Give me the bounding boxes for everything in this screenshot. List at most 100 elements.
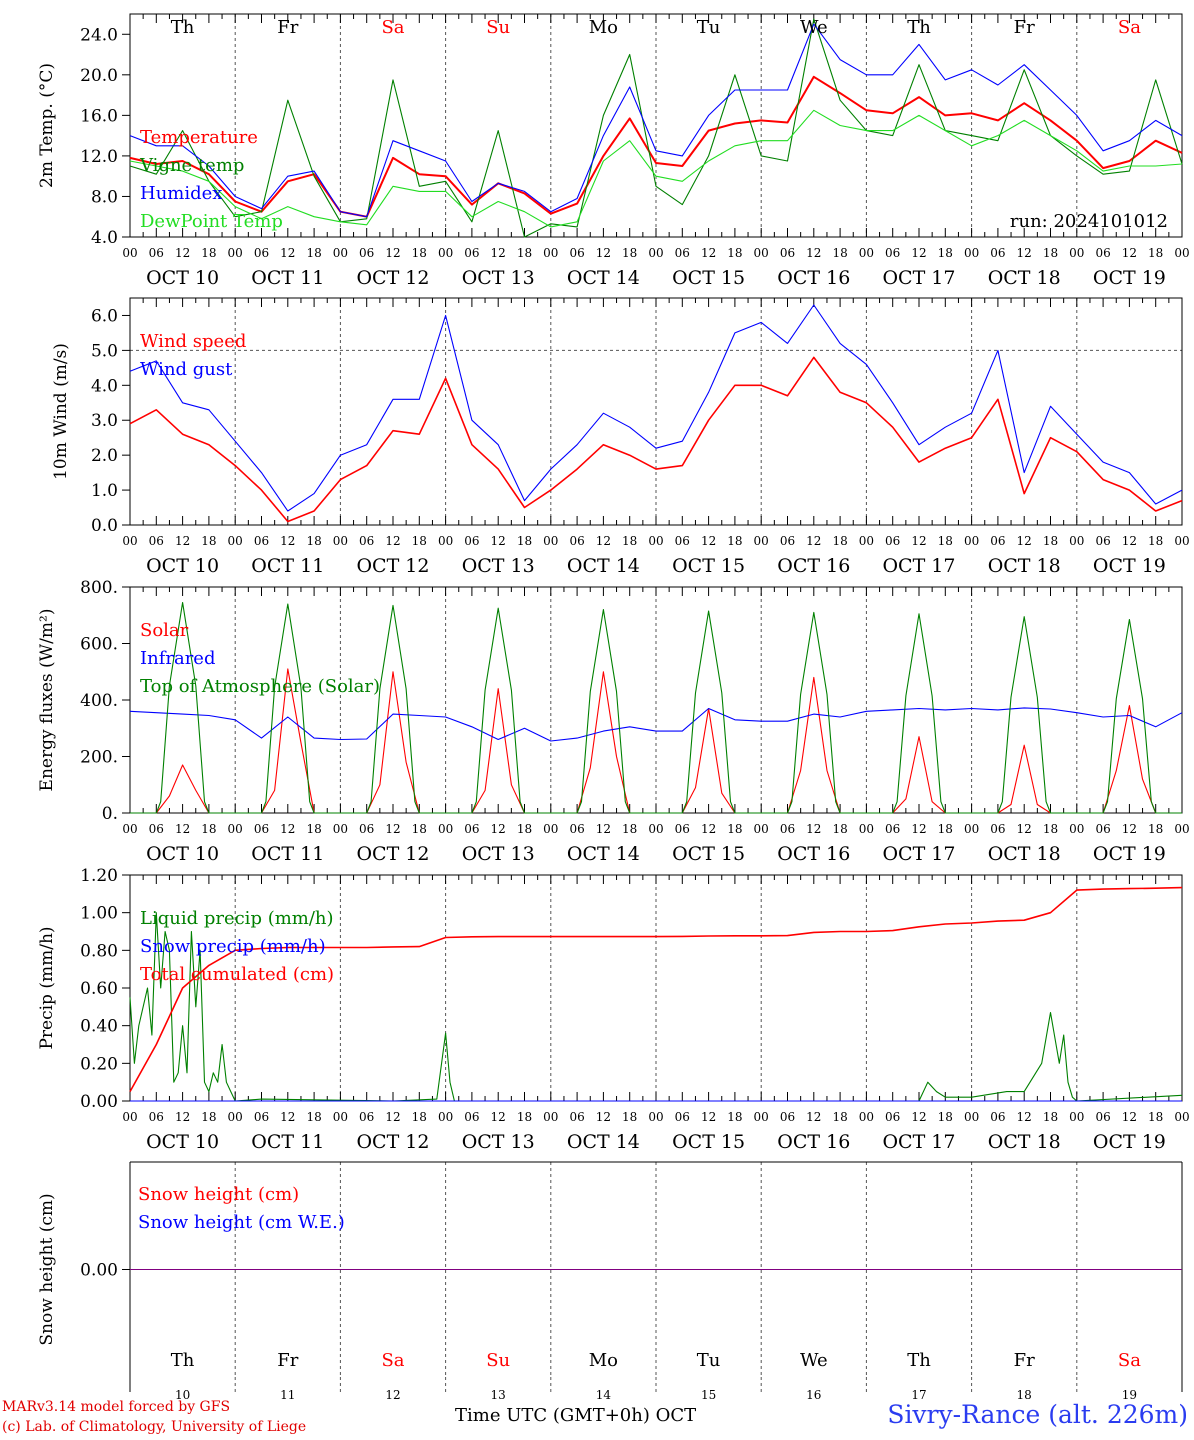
hour-tick-label: 18 [306, 822, 321, 836]
day-number: 13 [491, 1388, 506, 1402]
day-number: 10 [175, 1388, 190, 1402]
hour-tick-label: 00 [333, 246, 348, 260]
weekday-top: Mo [589, 17, 618, 38]
hour-tick-label: 12 [1017, 246, 1032, 260]
hour-tick-label: 00 [122, 822, 137, 836]
series-line-vigne-temp [129, 18, 1183, 238]
hour-tick-label: 18 [201, 822, 216, 836]
panel-3 [122, 586, 1183, 814]
hour-tick-label: 18 [412, 1110, 427, 1124]
hour-tick-label: 00 [1174, 1110, 1189, 1124]
y-tick-label: 2.0 [91, 446, 118, 466]
hour-tick-label: 06 [1095, 246, 1110, 260]
day-number: 14 [596, 1388, 612, 1402]
weekday-bottom: Fr [277, 1350, 298, 1371]
y-tick-label: 5.0 [91, 341, 118, 361]
lab-credit: (c) Lab. of Climatology, University of L… [2, 1419, 307, 1435]
hour-tick-label: 12 [701, 246, 716, 260]
hour-tick-label: 00 [754, 822, 769, 836]
weekday-bottom: Tu [697, 1350, 721, 1371]
hour-tick-label: 12 [385, 822, 400, 836]
hour-tick-label: 12 [175, 1110, 190, 1124]
y-tick-label: 0.60 [80, 979, 118, 999]
weekday-top: Sa [1118, 17, 1141, 38]
y-tick-label: 1.00 [80, 904, 118, 924]
y-tick-label: 4.0 [91, 376, 118, 396]
y-tick-label: 3.0 [91, 411, 118, 431]
date-label: OCT 11 [251, 555, 324, 577]
series-line-wind-gust [129, 304, 1183, 512]
hour-tick-label: 12 [385, 246, 400, 260]
hour-tick-label: 12 [1122, 1110, 1137, 1124]
hour-tick-label: 12 [1122, 534, 1137, 548]
hour-tick-label: 00 [1069, 534, 1084, 548]
hour-tick-label: 12 [596, 822, 611, 836]
y-tick-label: 400. [80, 691, 118, 711]
weekday-top: Sa [381, 17, 404, 38]
hour-tick-label: 18 [1148, 1110, 1163, 1124]
legend-wind-speed: Wind speed [140, 331, 246, 352]
date-label: OCT 19 [1093, 555, 1166, 577]
hour-tick-label: 18 [1148, 822, 1163, 836]
date-label: OCT 12 [356, 1131, 429, 1153]
hour-tick-label: 00 [438, 534, 453, 548]
legend-total-cumulated-cm-: Total cumulated (cm) [140, 964, 334, 985]
weekday-top: Fr [1014, 17, 1035, 38]
weekday-top: Su [486, 17, 510, 38]
day-number: 18 [1017, 1388, 1032, 1402]
hour-tick-label: 00 [859, 246, 874, 260]
hour-tick-label: 12 [596, 246, 611, 260]
hour-tick-label: 00 [438, 822, 453, 836]
weekday-bottom: Mo [589, 1350, 618, 1371]
y-axis-label: 10m Wind (m/s) [51, 343, 71, 480]
hour-tick-label: 00 [543, 246, 558, 260]
date-label: OCT 13 [462, 1131, 535, 1153]
hour-tick-label: 00 [228, 1110, 243, 1124]
hour-tick-label: 00 [228, 534, 243, 548]
hour-tick-label: 06 [885, 246, 900, 260]
date-label: OCT 10 [146, 843, 219, 865]
weekday-bottom: Th [171, 1350, 195, 1371]
y-tick-label: 200. [80, 748, 118, 768]
plot-frame [129, 13, 1183, 238]
day-number: 12 [385, 1388, 400, 1402]
date-label: OCT 12 [356, 843, 429, 865]
date-label: OCT 14 [567, 843, 640, 865]
hour-tick-label: 12 [385, 1110, 400, 1124]
date-label: OCT 14 [567, 1131, 640, 1153]
panel-5 [122, 1161, 1183, 1392]
date-label: OCT 16 [777, 267, 850, 289]
date-label: OCT 15 [672, 267, 745, 289]
hour-tick-label: 06 [780, 822, 795, 836]
hour-tick-label: 06 [675, 822, 690, 836]
series-line-top-of-atmosphere-solar- [130, 601, 1182, 814]
y-tick-label: 0. [102, 804, 118, 824]
hour-tick-label: 06 [885, 822, 900, 836]
hour-tick-label: 12 [175, 246, 190, 260]
hour-tick-label: 06 [569, 822, 584, 836]
series-line-infrared [129, 707, 1183, 742]
hour-tick-label: 06 [990, 534, 1005, 548]
y-tick-label: 0.80 [80, 941, 118, 961]
hour-tick-label: 18 [517, 822, 532, 836]
y-tick-label: 6.0 [91, 306, 118, 326]
hour-tick-label: 00 [754, 246, 769, 260]
legend-infrared: Infrared [140, 648, 215, 669]
panel-2 [122, 297, 1183, 526]
hour-tick-label: 12 [806, 246, 821, 260]
hour-tick-label: 06 [990, 1110, 1005, 1124]
hour-tick-label: 18 [1148, 534, 1163, 548]
hour-tick-label: 12 [491, 1110, 506, 1124]
date-label: OCT 15 [672, 1131, 745, 1153]
hour-tick-label: 18 [412, 822, 427, 836]
hour-tick-label: 06 [990, 822, 1005, 836]
hour-tick-label: 00 [333, 534, 348, 548]
date-label: OCT 13 [462, 267, 535, 289]
date-label: OCT 16 [777, 1131, 850, 1153]
hour-tick-label: 00 [859, 822, 874, 836]
hour-tick-label: 00 [1069, 822, 1084, 836]
hour-tick-label: 00 [859, 1110, 874, 1124]
hour-tick-label: 06 [569, 246, 584, 260]
series-line-wind-speed [129, 356, 1183, 523]
legend-humidex: Humidex [140, 183, 222, 204]
